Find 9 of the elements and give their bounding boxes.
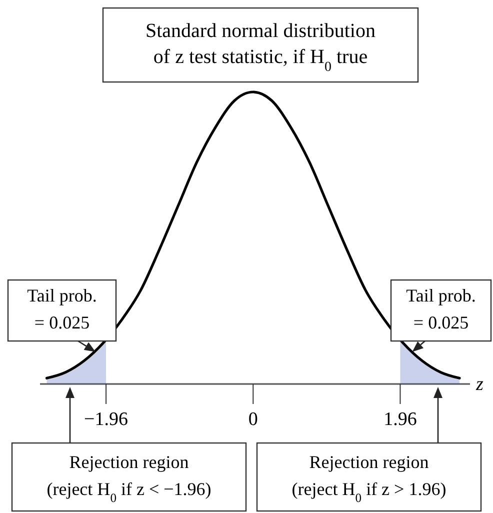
text: Rejection region (reject H$_{0}$ if z > 1.96) (292, 452, 446, 505)
annotation: Tail prob. = 0.025 (27, 286, 97, 332)
x-tick-label: 1.96 (384, 409, 417, 430)
x-tick-label: 0 (248, 409, 258, 430)
x-tick-label: −1.96 (84, 409, 128, 430)
x-axis-title: z (475, 374, 484, 395)
text: Rejection region (reject H$_{0}$ if z < −1.96) (46, 452, 212, 505)
annotation: Tail prob. = 0.025 (406, 286, 476, 332)
chart-title: Standard normal distribution of z test statistic, if H$_{0}$ true (146, 20, 376, 74)
